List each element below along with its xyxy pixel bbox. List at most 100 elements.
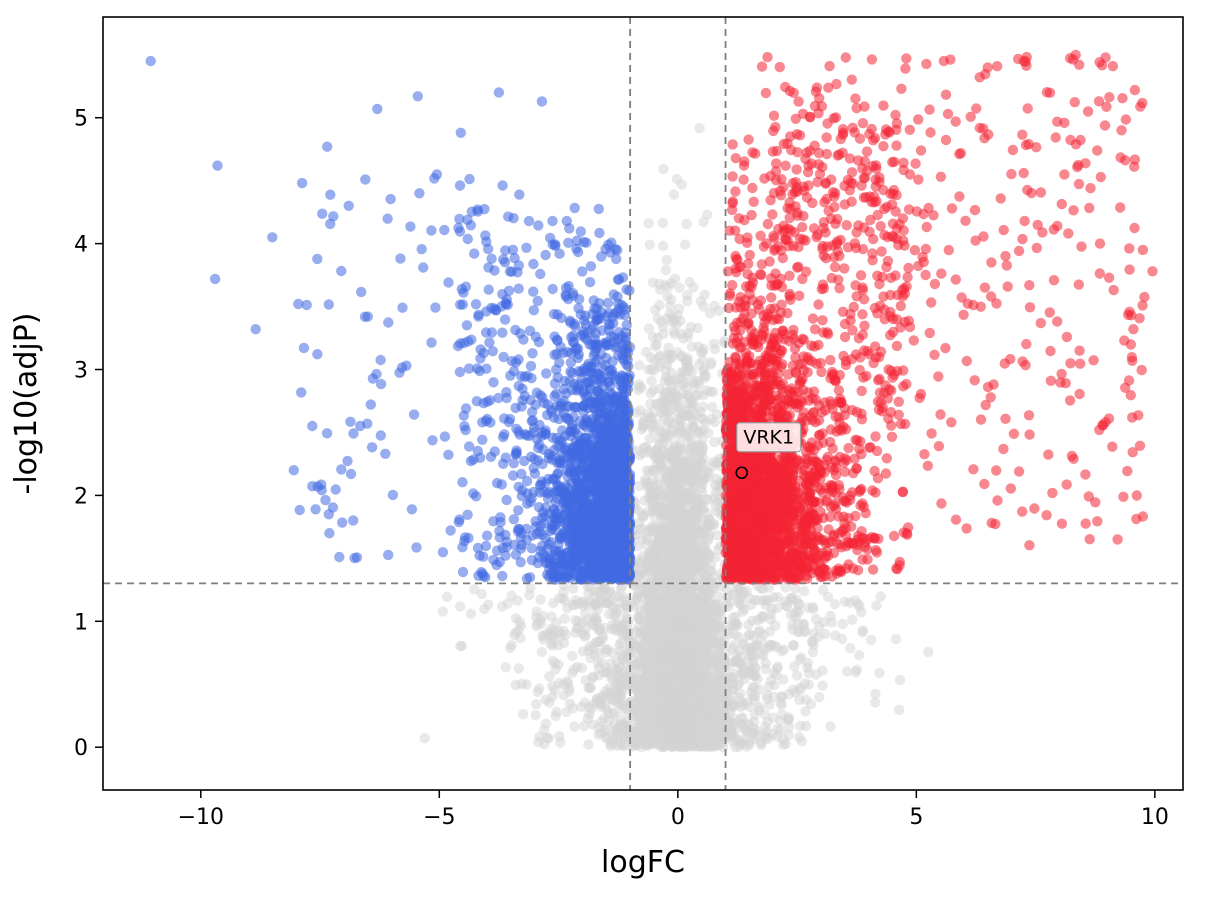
data-point <box>634 381 645 393</box>
data-point <box>656 485 667 496</box>
data-point <box>669 550 680 561</box>
data-point <box>584 641 596 652</box>
data-point <box>601 597 613 609</box>
data-point <box>662 448 673 459</box>
data-point <box>793 606 804 618</box>
data-point <box>813 631 824 643</box>
data-point <box>583 588 594 599</box>
data-point <box>719 335 730 347</box>
data-point <box>684 462 696 473</box>
data-point <box>548 597 559 609</box>
data-point <box>513 663 524 674</box>
data-point <box>691 714 702 725</box>
data-point <box>825 721 836 732</box>
data-point <box>845 643 856 654</box>
data-point <box>512 595 523 606</box>
data-point <box>874 667 885 679</box>
data-point <box>437 606 448 617</box>
data-point <box>704 308 716 319</box>
data-point <box>709 690 721 701</box>
data-point <box>670 678 681 690</box>
data-point <box>540 718 552 729</box>
data-point <box>718 705 729 716</box>
data-point <box>616 637 627 648</box>
data-point <box>894 674 906 686</box>
data-point <box>744 650 756 661</box>
data-point <box>696 346 707 358</box>
data-point <box>419 733 430 744</box>
data-point <box>672 704 683 715</box>
data-point <box>641 465 653 476</box>
data-point <box>668 189 680 200</box>
data-point <box>697 457 708 469</box>
data-point <box>726 671 737 683</box>
data-point <box>550 664 561 675</box>
data-point <box>647 449 659 460</box>
data-point <box>639 495 650 506</box>
data-point <box>687 483 698 494</box>
data-point <box>616 682 627 693</box>
data-point <box>788 639 799 651</box>
data-point <box>890 633 902 645</box>
data-point <box>643 605 655 616</box>
data-point <box>705 566 717 577</box>
data-point <box>655 458 667 469</box>
data-point <box>634 613 645 625</box>
data-point <box>641 534 652 545</box>
data-point <box>674 446 685 457</box>
data-point <box>693 427 705 439</box>
data-point <box>665 301 676 312</box>
data-point <box>620 665 631 677</box>
data-point <box>666 381 678 393</box>
data-point <box>711 677 722 689</box>
data-point <box>660 264 672 276</box>
data-point <box>695 547 706 558</box>
data-point <box>791 594 802 605</box>
data-point <box>561 706 572 718</box>
data-point <box>696 645 708 656</box>
data-point <box>738 700 749 711</box>
data-point <box>643 554 655 565</box>
data-point <box>674 731 685 743</box>
data-point <box>639 701 650 712</box>
data-point <box>657 217 668 229</box>
data-point <box>731 656 742 668</box>
data-point <box>455 601 466 612</box>
data-point <box>683 508 694 520</box>
data-point <box>666 740 678 752</box>
data-point <box>650 580 662 591</box>
data-point <box>465 608 477 619</box>
data-point <box>894 704 905 716</box>
data-point <box>576 701 587 712</box>
data-point <box>657 725 668 736</box>
data-point <box>764 626 776 637</box>
data-point <box>579 720 590 732</box>
data-point <box>643 323 655 334</box>
data-point <box>550 710 561 722</box>
data-point <box>698 390 709 401</box>
data-point <box>532 617 543 629</box>
data-point <box>567 599 578 611</box>
data-point <box>659 429 671 441</box>
data-point <box>771 731 783 742</box>
data-point <box>659 692 670 703</box>
data-point <box>661 254 672 266</box>
data-point <box>593 670 605 681</box>
data-point <box>544 697 555 708</box>
data-point <box>844 597 855 608</box>
data-point <box>694 123 705 134</box>
data-point <box>871 600 882 611</box>
data-point <box>681 218 692 230</box>
data-point <box>674 643 685 655</box>
data-point <box>707 725 718 736</box>
data-point <box>798 586 810 597</box>
data-point <box>712 659 723 670</box>
data-point <box>841 666 853 677</box>
data-point <box>693 379 705 390</box>
data-point <box>674 282 685 293</box>
data-point <box>670 523 681 534</box>
data-point <box>697 589 708 601</box>
data-point <box>580 629 591 641</box>
data-point <box>554 731 565 742</box>
data-point <box>500 662 511 673</box>
